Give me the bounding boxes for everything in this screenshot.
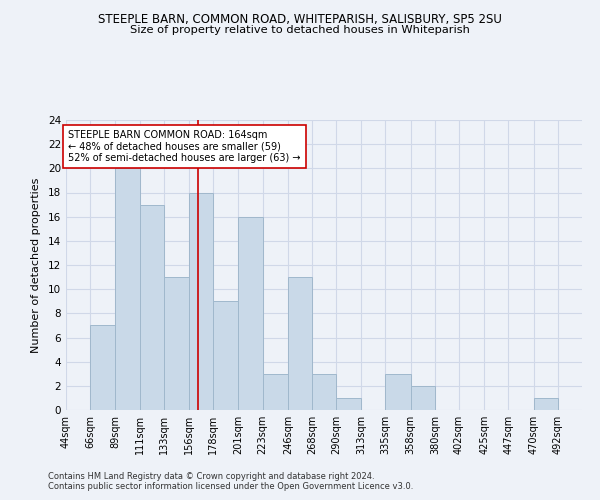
Bar — [140, 204, 164, 410]
Text: Size of property relative to detached houses in Whiteparish: Size of property relative to detached ho… — [130, 25, 470, 35]
Bar — [90, 326, 115, 410]
Text: Contains HM Land Registry data © Crown copyright and database right 2024.: Contains HM Land Registry data © Crown c… — [48, 472, 374, 481]
Bar — [115, 168, 140, 410]
Y-axis label: Number of detached properties: Number of detached properties — [31, 178, 41, 352]
Bar — [189, 192, 213, 410]
Bar — [238, 216, 263, 410]
Bar — [533, 398, 558, 410]
Text: STEEPLE BARN COMMON ROAD: 164sqm
← 48% of detached houses are smaller (59)
52% o: STEEPLE BARN COMMON ROAD: 164sqm ← 48% o… — [68, 130, 301, 163]
Bar — [312, 374, 336, 410]
Bar — [336, 398, 361, 410]
Text: Contains public sector information licensed under the Open Government Licence v3: Contains public sector information licen… — [48, 482, 413, 491]
Bar — [213, 301, 238, 410]
Bar — [288, 277, 312, 410]
Bar — [411, 386, 435, 410]
Bar — [263, 374, 288, 410]
Bar — [164, 277, 189, 410]
Text: STEEPLE BARN, COMMON ROAD, WHITEPARISH, SALISBURY, SP5 2SU: STEEPLE BARN, COMMON ROAD, WHITEPARISH, … — [98, 12, 502, 26]
Bar — [385, 374, 411, 410]
